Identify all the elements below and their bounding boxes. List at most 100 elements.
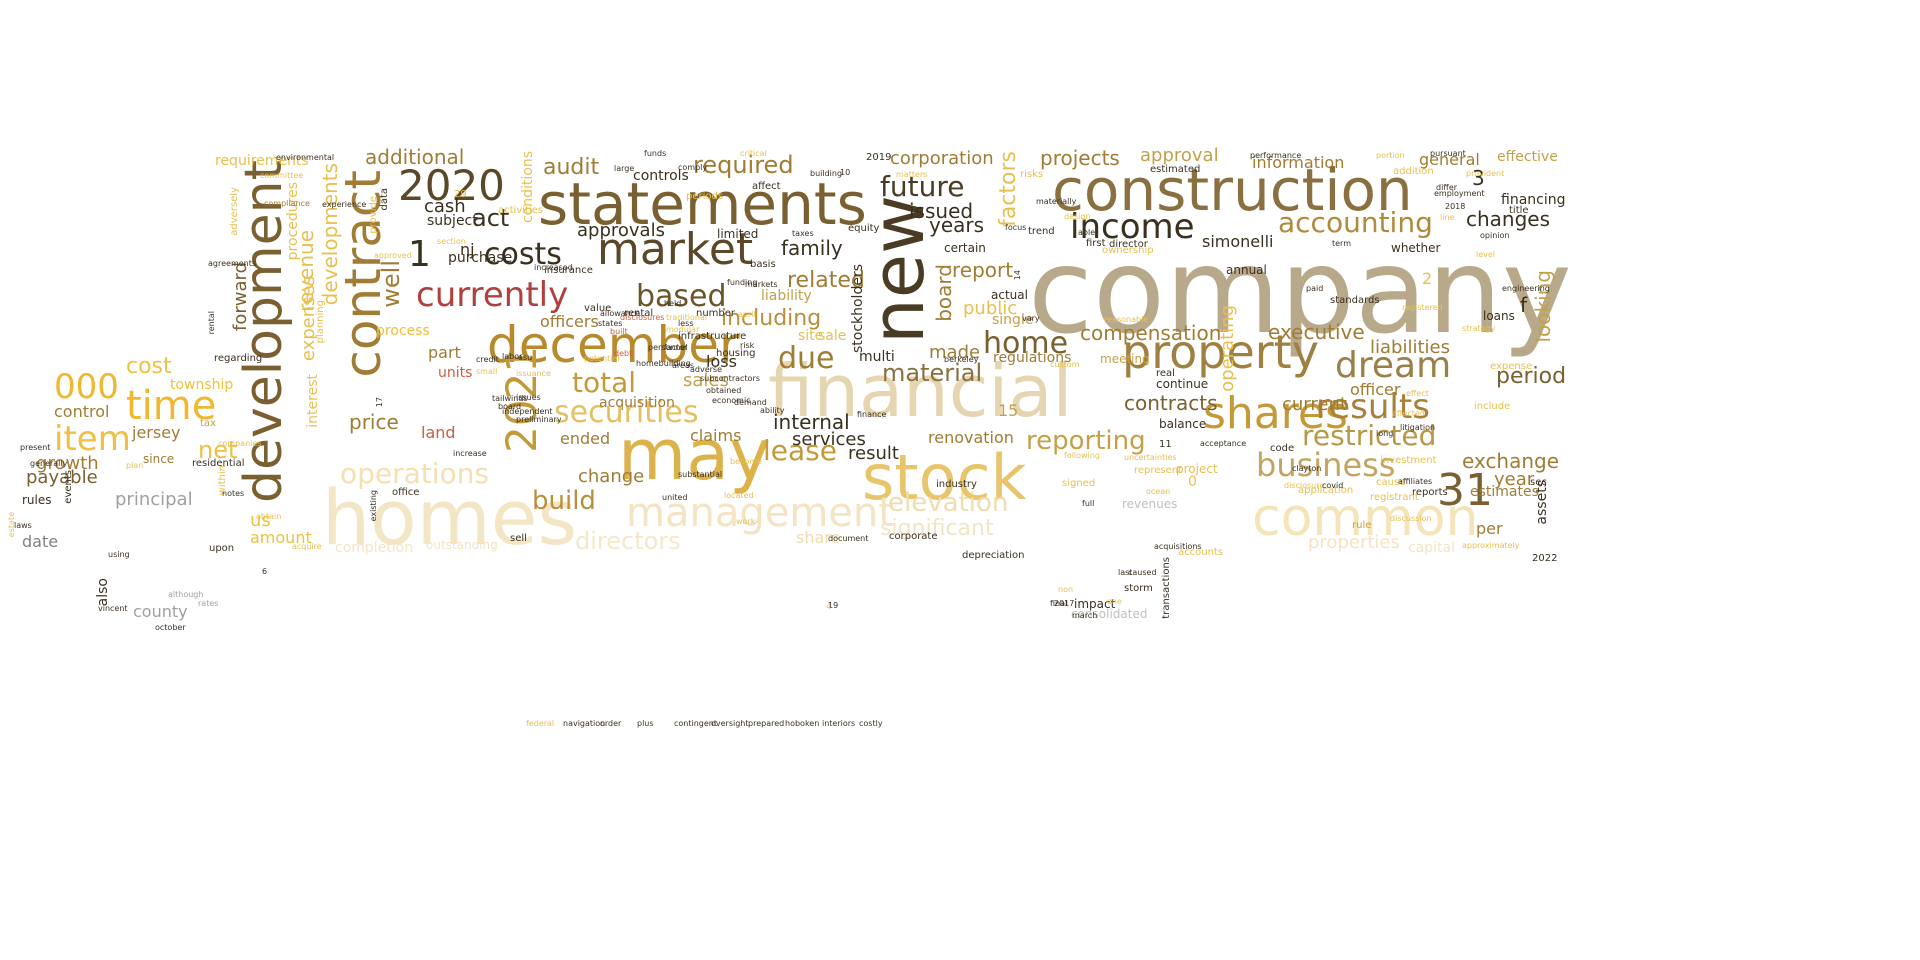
word-statements: statements [538,170,867,238]
word-pursuant: pursuant [1430,149,1466,158]
word-financing: financing [1501,192,1566,208]
word-certain: certain [944,241,986,255]
word-securities: securities [554,395,699,430]
word-hoboken: hoboken [785,719,820,728]
word-title: title [1509,205,1529,216]
word-performance: performance [1250,151,1302,160]
word-ocean: ocean [1146,487,1171,496]
word-federal: federal [526,719,555,728]
word-contracts: contracts [1124,391,1218,415]
word-looking: looking [1531,270,1555,343]
word-services: services [792,429,866,450]
word-reasonable: reasonable [1104,315,1149,324]
word-agreements: agreements [208,259,257,268]
word-focus: focus [1005,223,1027,232]
word-0: 0 [1188,474,1197,490]
word-effect: effect [1406,389,1429,398]
word-net: net [198,436,238,464]
word-traditional: traditional [666,313,708,322]
word-plus: plus [637,719,654,728]
word-liability: liability [761,288,812,304]
word-estimated: estimated [1150,164,1201,175]
word-2017: 2017 [1054,599,1075,608]
word-represent: represent [1134,465,1183,476]
word-part: part [428,343,461,362]
word-also: also [95,578,111,607]
word-multi: multi [859,349,895,365]
word-units: units [438,365,473,381]
word-periods: periods [686,191,724,202]
word-corporation: corporation [890,148,994,169]
word-industry: industry [936,479,977,490]
word-located: located [724,491,754,500]
word-provident: provident [1466,169,1505,178]
word-development: development [234,160,294,504]
word-annual: annual [1226,263,1267,277]
word-19: 19 [828,601,839,610]
word-impact: impact [1074,597,1116,611]
word-acceptance: acceptance [1200,439,1247,448]
word-company: company [1028,222,1572,360]
word-single: single [992,312,1034,328]
word-projects: projects [1040,146,1120,170]
word-laws: laws [14,521,32,530]
word-standards: standards [1330,295,1380,306]
word-17: 17 [375,397,384,408]
word-public: public [963,298,1018,319]
word-insurance: insurance [544,265,593,276]
word-dream: dream [1335,345,1452,386]
word-stock: stock [862,441,1027,514]
word-completion: completion [335,540,414,556]
word-tax: tax [200,418,216,429]
word-covid: covid [1322,481,1344,490]
word-interiors: interiors [822,719,856,728]
word-plan: plan [126,461,144,470]
word-adversely: adversely [229,187,240,236]
word-10: 10 [840,168,851,177]
word-march: march [1072,611,1098,620]
word-liabilities: liabilities [1370,337,1450,358]
word-depreciation: depreciation [962,550,1025,561]
word-accounts: accounts [1178,547,1224,558]
word-cause: cause [1376,477,1406,488]
word-management: management [626,490,894,536]
word-factor: factor [664,343,688,352]
word-2020: 2020 [398,161,505,210]
word-states: states [598,319,623,328]
word-residential: residential [192,458,245,469]
word-subcontractors: subcontractors [700,374,760,383]
word-paid: paid [1306,284,1324,293]
word-approximately: approximately [1462,541,1520,550]
word-11: 11 [1159,439,1172,450]
word-whether: whether [1391,241,1441,255]
word-caused: caused [1128,568,1157,577]
word-due: due [778,341,835,376]
word-change: change [578,466,645,487]
word-reporting: reporting [1026,426,1146,456]
word-document: document [828,534,869,543]
word-level: level [1476,250,1496,259]
word-real: real [1156,368,1175,379]
word-acquire: acquire [292,542,322,551]
word-acquisition: acquisition [599,395,675,411]
word-present: present [20,443,51,452]
word-one: one [1107,597,1122,606]
word-long: long [1376,429,1394,438]
word-prepared: prepared [748,719,785,728]
word-opinion: opinion [1480,231,1510,240]
word-rules: rules [22,493,52,507]
word-less: less [678,319,694,328]
word-companies: companies [218,439,262,448]
word-lease: lease [763,434,837,467]
word-work: work [736,517,756,526]
word-approved: approved [374,251,412,260]
word-results: results [1316,387,1430,427]
word-shares: shares [1203,388,1348,439]
word-environmental: environmental [276,153,335,162]
word-activities: activities [498,205,544,216]
word-site: site [798,328,824,344]
word-last: last [1118,568,1133,577]
word-principal: principal [115,489,193,510]
word-per: per [1476,519,1503,538]
word-independent: independent [502,407,553,416]
